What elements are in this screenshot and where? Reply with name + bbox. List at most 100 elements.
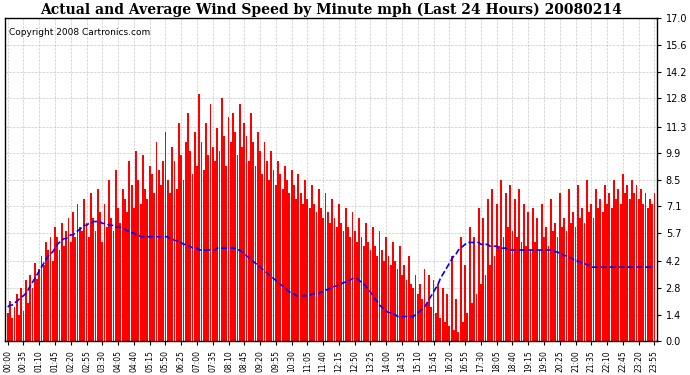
Bar: [489, 265, 491, 341]
Bar: [205, 123, 207, 341]
Bar: [604, 186, 606, 341]
Bar: [511, 231, 513, 341]
Bar: [482, 218, 484, 341]
Bar: [370, 250, 371, 341]
Bar: [440, 318, 442, 341]
Bar: [246, 136, 248, 341]
Bar: [638, 199, 640, 341]
Bar: [331, 199, 333, 341]
Bar: [39, 269, 40, 341]
Bar: [358, 218, 360, 341]
Bar: [498, 246, 500, 341]
Bar: [250, 113, 252, 341]
Bar: [530, 250, 531, 341]
Bar: [647, 208, 649, 341]
Bar: [493, 256, 495, 341]
Bar: [424, 269, 426, 341]
Bar: [273, 170, 275, 341]
Bar: [189, 151, 191, 341]
Bar: [541, 204, 542, 341]
Bar: [88, 237, 90, 341]
Bar: [167, 180, 168, 341]
Bar: [437, 284, 439, 341]
Bar: [390, 265, 392, 341]
Bar: [25, 280, 27, 341]
Bar: [185, 142, 186, 341]
Bar: [176, 189, 177, 341]
Bar: [20, 288, 22, 341]
Bar: [257, 132, 259, 341]
Bar: [237, 155, 239, 341]
Bar: [97, 189, 99, 341]
Bar: [426, 303, 428, 341]
Bar: [203, 170, 205, 341]
Bar: [23, 311, 24, 341]
Bar: [135, 151, 137, 341]
Bar: [194, 132, 196, 341]
Bar: [115, 170, 117, 341]
Title: Actual and Average Wind Speed by Minute mph (Last 24 Hours) 20080214: Actual and Average Wind Speed by Minute …: [40, 3, 622, 17]
Bar: [48, 250, 49, 341]
Bar: [356, 242, 358, 341]
Bar: [117, 208, 119, 341]
Bar: [527, 212, 529, 341]
Bar: [486, 199, 489, 341]
Bar: [153, 193, 155, 341]
Bar: [633, 193, 635, 341]
Text: Copyright 2008 Cartronics.com: Copyright 2008 Cartronics.com: [9, 28, 150, 37]
Bar: [593, 218, 595, 341]
Bar: [119, 224, 121, 341]
Bar: [198, 94, 200, 341]
Bar: [620, 204, 622, 341]
Bar: [417, 294, 419, 341]
Bar: [460, 237, 462, 341]
Bar: [573, 212, 574, 341]
Bar: [210, 104, 211, 341]
Bar: [266, 161, 268, 341]
Bar: [376, 256, 378, 341]
Bar: [14, 307, 15, 341]
Bar: [90, 193, 92, 341]
Bar: [27, 303, 29, 341]
Bar: [212, 147, 214, 341]
Bar: [315, 212, 317, 341]
Bar: [171, 147, 173, 341]
Bar: [86, 224, 88, 341]
Bar: [564, 218, 565, 341]
Bar: [45, 242, 47, 341]
Bar: [607, 204, 608, 341]
Bar: [59, 250, 61, 341]
Bar: [142, 155, 144, 341]
Bar: [169, 193, 171, 341]
Bar: [609, 193, 610, 341]
Bar: [128, 161, 130, 341]
Bar: [219, 151, 220, 341]
Bar: [50, 237, 51, 341]
Bar: [137, 180, 139, 341]
Bar: [557, 237, 558, 341]
Bar: [221, 98, 223, 341]
Bar: [404, 265, 405, 341]
Bar: [342, 231, 344, 341]
Bar: [422, 299, 423, 341]
Bar: [253, 142, 254, 341]
Bar: [223, 136, 225, 341]
Bar: [52, 261, 54, 341]
Bar: [446, 294, 448, 341]
Bar: [11, 318, 13, 341]
Bar: [442, 288, 444, 341]
Bar: [293, 186, 295, 341]
Bar: [568, 189, 570, 341]
Bar: [525, 246, 527, 341]
Bar: [9, 301, 11, 341]
Bar: [106, 227, 108, 341]
Bar: [379, 231, 380, 341]
Bar: [570, 224, 572, 341]
Bar: [554, 224, 556, 341]
Bar: [575, 227, 576, 341]
Bar: [457, 332, 460, 341]
Bar: [295, 199, 297, 341]
Bar: [444, 322, 446, 341]
Bar: [162, 161, 164, 341]
Bar: [244, 123, 245, 341]
